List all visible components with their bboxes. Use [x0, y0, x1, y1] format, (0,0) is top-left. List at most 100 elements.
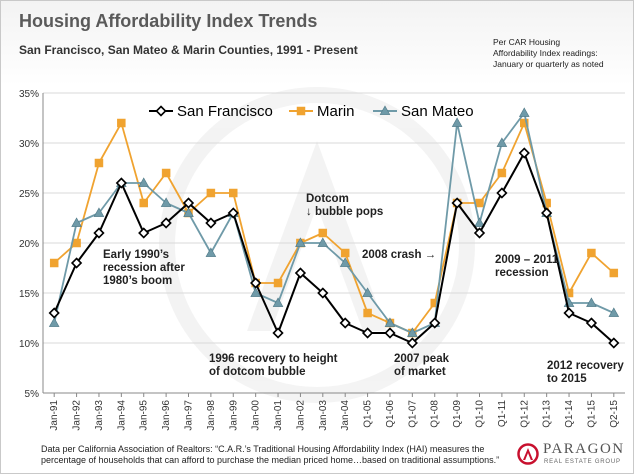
data-point [273, 278, 283, 288]
data-point [115, 177, 127, 189]
x-tick-label: Q1-14 [564, 400, 575, 428]
annotation-label: of market [394, 366, 446, 378]
y-tick-label: 15% [19, 289, 39, 300]
x-tick-label: Q1-11 [497, 400, 508, 427]
data-point [563, 307, 575, 319]
footnote-line: percentage of households that can afford… [41, 455, 500, 465]
data-point [384, 327, 396, 339]
data-point [586, 297, 597, 307]
x-tick-label: Jan-91 [49, 400, 60, 431]
series-line-marin [53, 122, 615, 334]
data-point [71, 217, 82, 227]
data-point [363, 308, 372, 318]
legend-marker [155, 105, 167, 117]
x-tick-label: Jan-93 [94, 400, 105, 431]
data-point [229, 188, 238, 198]
data-point [72, 238, 81, 248]
legend-label: Marin [317, 103, 355, 120]
data-point [496, 187, 508, 199]
paragon-mark-icon [517, 443, 539, 465]
data-point [608, 307, 620, 317]
x-tick-label: Jan-97 [184, 400, 195, 431]
x-tick-label: Q1-09 [452, 400, 463, 428]
x-tick-label: Q1-07 [407, 400, 418, 428]
x-tick-label: Q1-10 [475, 400, 486, 428]
x-tick-label: Q1-08 [430, 400, 441, 428]
logo-tagline: REAL ESTATE GROUP [544, 459, 621, 465]
data-point [48, 307, 60, 319]
data-point [205, 247, 217, 257]
annotation-label: to 2015 [547, 373, 587, 385]
data-point [139, 198, 148, 208]
legend-label: San Mateo [401, 103, 474, 120]
data-point [295, 237, 306, 247]
data-point [138, 227, 150, 239]
x-tick-label: Q1-13 [542, 400, 553, 428]
data-point [608, 337, 620, 349]
data-point [339, 317, 351, 329]
data-point [250, 287, 261, 297]
chart-note-line: January or quarterly as noted [493, 59, 604, 69]
data-point [474, 217, 485, 227]
data-point [609, 268, 619, 278]
x-tick-label: Jan-01 [273, 400, 284, 431]
data-point [496, 137, 508, 147]
data-point [518, 107, 530, 117]
data-point [294, 267, 307, 279]
data-point [473, 227, 486, 239]
x-tick-label: Q1-06 [385, 400, 396, 428]
x-tick-label: Jan-92 [72, 400, 83, 431]
data-point [317, 237, 329, 247]
annotation-label: of dotcom bubble [209, 366, 305, 378]
x-tick-label: Q2-15 [609, 400, 620, 428]
data-point [49, 258, 59, 268]
data-point [362, 287, 373, 297]
data-point [94, 158, 104, 168]
data-point [182, 197, 195, 209]
data-point [117, 118, 126, 128]
data-point [317, 287, 329, 299]
x-tick-label: Q1-12 [519, 400, 530, 428]
data-point [384, 317, 396, 327]
data-point [48, 317, 60, 327]
legend-marker [379, 105, 391, 115]
x-tick-label: Jan-99 [228, 400, 239, 431]
annotation-label: Early 1990’s [103, 249, 169, 261]
data-point [361, 327, 374, 339]
data-point [451, 197, 463, 209]
footnote-line: Data per California Association of Realt… [41, 444, 485, 454]
x-tick-label: Jan-94 [116, 400, 127, 431]
data-point [161, 168, 171, 178]
footnote: Data per California Association of Realt… [41, 444, 511, 466]
y-tick-label: 25% [19, 189, 39, 200]
legend-marker [296, 106, 306, 116]
x-tick-label: Jan-98 [206, 400, 217, 431]
data-point [497, 168, 507, 178]
data-point [93, 227, 105, 239]
chart-note-line: Per CAR Housing [493, 37, 561, 47]
data-point [227, 207, 239, 219]
y-tick-label: 5% [25, 389, 40, 400]
x-tick-label: Jan-96 [161, 400, 172, 431]
annotation-label: recession [495, 267, 549, 279]
data-point [183, 207, 194, 217]
data-point [451, 117, 463, 127]
legend-label: San Francisco [177, 103, 273, 120]
data-point [272, 327, 284, 339]
annotation-label: 2009 – 2011 [495, 254, 559, 266]
x-tick-label: Q1-05 [363, 400, 374, 428]
y-tick-label: 35% [19, 89, 39, 100]
data-point [429, 317, 441, 329]
data-point [407, 327, 418, 337]
data-point [70, 257, 83, 269]
data-point [587, 248, 596, 258]
data-point [250, 277, 262, 289]
data-point [138, 177, 150, 187]
chart-title: Housing Affordability Index Trends [19, 11, 318, 31]
x-tick-label: Jan-04 [340, 400, 351, 431]
y-tick-label: 10% [19, 339, 39, 350]
data-point [160, 217, 172, 229]
x-tick-label: Jan-95 [139, 400, 150, 431]
